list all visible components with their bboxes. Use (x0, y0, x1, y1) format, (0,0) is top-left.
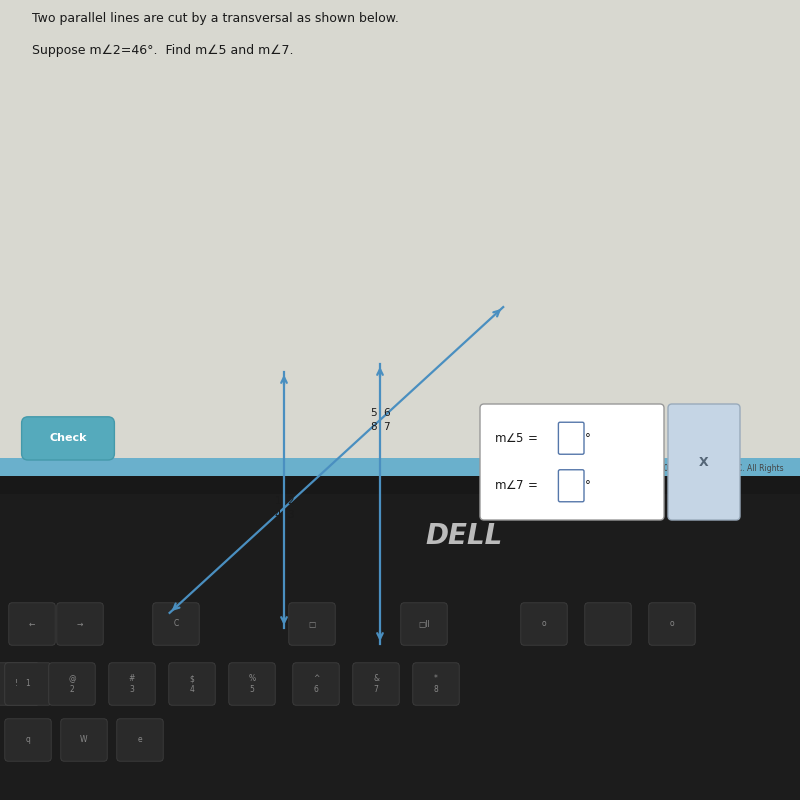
FancyBboxPatch shape (289, 603, 335, 645)
FancyBboxPatch shape (49, 662, 95, 706)
FancyBboxPatch shape (480, 404, 664, 520)
Text: 2: 2 (287, 496, 294, 506)
Text: q: q (26, 735, 30, 745)
Text: X: X (699, 455, 709, 469)
FancyBboxPatch shape (109, 662, 155, 706)
Text: ←: ← (29, 619, 35, 629)
FancyBboxPatch shape (169, 662, 215, 706)
FancyBboxPatch shape (22, 417, 114, 460)
Text: □: □ (308, 619, 316, 629)
Text: 8: 8 (370, 422, 377, 432)
Text: o: o (542, 619, 546, 629)
FancyBboxPatch shape (57, 603, 103, 645)
FancyBboxPatch shape (293, 662, 339, 706)
FancyBboxPatch shape (649, 603, 695, 645)
FancyBboxPatch shape (9, 603, 55, 645)
Text: @
2: @ 2 (68, 674, 76, 694)
Text: ^
6: ^ 6 (313, 674, 319, 694)
Text: Check: Check (50, 434, 86, 443)
Text: o: o (670, 619, 674, 629)
Text: □II: □II (418, 619, 430, 629)
Text: !: ! (14, 679, 18, 689)
Text: 3: 3 (287, 510, 294, 520)
Text: →: → (77, 619, 83, 629)
FancyBboxPatch shape (668, 404, 740, 520)
FancyBboxPatch shape (5, 662, 51, 706)
FancyBboxPatch shape (117, 718, 163, 762)
FancyBboxPatch shape (5, 718, 51, 762)
Text: 5: 5 (370, 408, 377, 418)
FancyBboxPatch shape (521, 603, 567, 645)
Text: %
5: % 5 (249, 674, 255, 694)
Text: °: ° (585, 479, 590, 492)
Text: Suppose m∠2=46°.  Find m∠5 and m∠7.: Suppose m∠2=46°. Find m∠5 and m∠7. (32, 44, 294, 57)
Text: 4: 4 (274, 510, 281, 520)
Text: &
7: & 7 (373, 674, 379, 694)
Bar (0, 494, 800, 800)
FancyBboxPatch shape (229, 662, 275, 706)
Text: °: ° (585, 432, 590, 445)
Text: e: e (138, 735, 142, 745)
FancyBboxPatch shape (558, 422, 584, 454)
Text: 1: 1 (26, 679, 30, 689)
Text: m$\angle$7 =: m$\angle$7 = (494, 479, 538, 492)
Text: #
3: # 3 (129, 674, 135, 694)
FancyBboxPatch shape (401, 603, 447, 645)
Bar (0, 458, 800, 476)
Text: $
4: $ 4 (190, 674, 194, 694)
FancyBboxPatch shape (0, 662, 39, 706)
Text: Two parallel lines are cut by a transversal as shown below.: Two parallel lines are cut by a transver… (32, 12, 399, 25)
Bar (0, 0, 800, 476)
Text: © 2022 McGraw Hill LLC. All Rights: © 2022 McGraw Hill LLC. All Rights (650, 464, 784, 473)
Text: 7: 7 (383, 422, 390, 432)
FancyBboxPatch shape (413, 662, 459, 706)
Text: C: C (174, 619, 178, 629)
FancyBboxPatch shape (585, 603, 631, 645)
Text: *
8: * 8 (434, 674, 438, 694)
Text: m$\angle$5 =: m$\angle$5 = (494, 432, 538, 445)
Text: 6: 6 (383, 408, 390, 418)
Text: 1: 1 (274, 496, 281, 506)
FancyBboxPatch shape (61, 718, 107, 762)
FancyBboxPatch shape (153, 603, 199, 645)
FancyBboxPatch shape (353, 662, 399, 706)
FancyBboxPatch shape (558, 470, 584, 502)
Text: DELL: DELL (426, 522, 502, 550)
Text: W: W (80, 735, 88, 745)
